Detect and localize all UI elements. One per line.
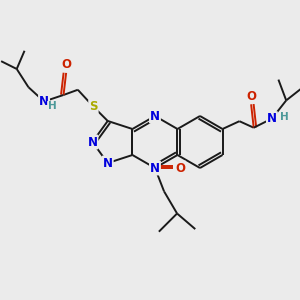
Text: S: S xyxy=(89,100,98,113)
Text: N: N xyxy=(150,161,160,175)
Text: O: O xyxy=(175,161,185,175)
Text: N: N xyxy=(150,110,160,122)
Text: N: N xyxy=(39,95,49,108)
Text: O: O xyxy=(61,58,71,71)
Text: H: H xyxy=(280,112,288,122)
Text: N: N xyxy=(87,136,98,148)
Text: H: H xyxy=(48,101,56,112)
Text: N: N xyxy=(103,157,113,169)
Text: O: O xyxy=(246,90,256,103)
Text: N: N xyxy=(267,112,277,125)
